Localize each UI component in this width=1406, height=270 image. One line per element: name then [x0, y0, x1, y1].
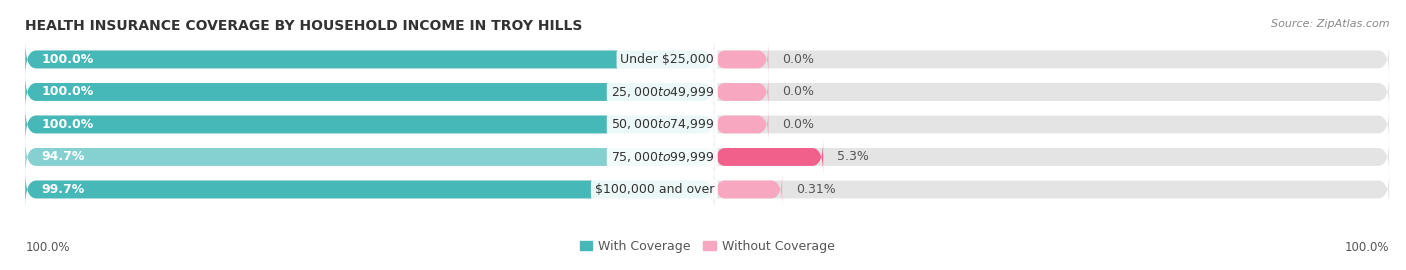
FancyBboxPatch shape	[25, 107, 714, 141]
Text: 0.0%: 0.0%	[782, 118, 814, 131]
Text: 0.0%: 0.0%	[782, 53, 814, 66]
FancyBboxPatch shape	[25, 75, 1389, 109]
Text: 100.0%: 100.0%	[42, 53, 94, 66]
Text: $100,000 and over: $100,000 and over	[595, 183, 714, 196]
Legend: With Coverage, Without Coverage: With Coverage, Without Coverage	[575, 235, 839, 258]
Text: 100.0%: 100.0%	[25, 241, 70, 254]
Text: 100.0%: 100.0%	[42, 118, 94, 131]
FancyBboxPatch shape	[714, 42, 769, 76]
Text: 0.31%: 0.31%	[796, 183, 835, 196]
Text: $25,000 to $49,999: $25,000 to $49,999	[610, 85, 714, 99]
Text: 0.0%: 0.0%	[782, 86, 814, 99]
FancyBboxPatch shape	[714, 173, 782, 207]
FancyBboxPatch shape	[25, 140, 714, 174]
FancyBboxPatch shape	[25, 173, 1389, 207]
Text: 100.0%: 100.0%	[42, 86, 94, 99]
FancyBboxPatch shape	[25, 75, 714, 109]
FancyBboxPatch shape	[25, 173, 714, 207]
FancyBboxPatch shape	[714, 140, 823, 174]
FancyBboxPatch shape	[25, 107, 1389, 141]
FancyBboxPatch shape	[714, 75, 769, 109]
Text: 5.3%: 5.3%	[837, 150, 869, 163]
Text: Under $25,000: Under $25,000	[620, 53, 714, 66]
Text: HEALTH INSURANCE COVERAGE BY HOUSEHOLD INCOME IN TROY HILLS: HEALTH INSURANCE COVERAGE BY HOUSEHOLD I…	[25, 19, 582, 33]
FancyBboxPatch shape	[25, 42, 714, 76]
Text: 94.7%: 94.7%	[42, 150, 84, 163]
FancyBboxPatch shape	[25, 42, 1389, 76]
Text: 100.0%: 100.0%	[1344, 241, 1389, 254]
Text: Source: ZipAtlas.com: Source: ZipAtlas.com	[1271, 19, 1389, 29]
Text: 99.7%: 99.7%	[42, 183, 84, 196]
Text: $50,000 to $74,999: $50,000 to $74,999	[610, 117, 714, 131]
FancyBboxPatch shape	[714, 107, 769, 141]
Text: $75,000 to $99,999: $75,000 to $99,999	[610, 150, 714, 164]
FancyBboxPatch shape	[25, 140, 1389, 174]
